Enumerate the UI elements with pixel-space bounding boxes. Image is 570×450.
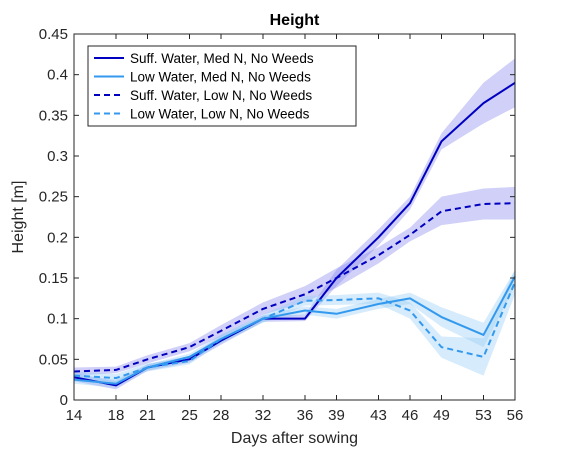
x-tick-label-6: 36 bbox=[297, 407, 314, 424]
x-tick-label-12: 56 bbox=[507, 407, 524, 424]
x-tick-label-2: 21 bbox=[139, 407, 156, 424]
plot-frame bbox=[73, 33, 516, 401]
confidence-band-4 bbox=[74, 269, 515, 383]
confidence-band-3 bbox=[74, 186, 515, 376]
y-tick-label-6: 0.3 bbox=[47, 148, 68, 165]
x-tick-label-0: 14 bbox=[66, 407, 83, 424]
axis-ticks bbox=[73, 33, 516, 401]
y-tick-label-7: 0.35 bbox=[39, 107, 68, 124]
legend-box bbox=[87, 45, 357, 127]
y-tick-label-2: 0.1 bbox=[47, 311, 68, 328]
x-tick-label-8: 43 bbox=[370, 407, 387, 424]
legend-label-3: Suff. Water, Low N, No Weeds bbox=[130, 88, 312, 103]
y-tick-label-3: 0.15 bbox=[39, 270, 68, 287]
series-line-4 bbox=[73, 281, 516, 380]
x-tick-label-10: 49 bbox=[433, 407, 450, 424]
legend-label-2: Low Water, Med N, No Weeds bbox=[130, 70, 311, 85]
x-tick-label-11: 53 bbox=[475, 407, 492, 424]
series-lines bbox=[73, 81, 516, 387]
y-tick-label-5: 0.25 bbox=[39, 189, 68, 206]
legend-entries: Suff. Water, Med N, No Weeds Low Water, M… bbox=[94, 51, 314, 122]
x-tick-label-9: 46 bbox=[402, 407, 419, 424]
legend-label-4: Low Water, Low N, No Weeds bbox=[130, 107, 310, 122]
y-tick-label-0: 0 bbox=[60, 392, 68, 409]
x-tick-label-7: 39 bbox=[328, 407, 345, 424]
y-tick-label-9: 0.45 bbox=[39, 26, 68, 43]
series-line-3 bbox=[73, 202, 516, 373]
x-tick-label-5: 32 bbox=[255, 407, 272, 424]
y-tick-label-8: 0.4 bbox=[47, 67, 68, 84]
y-tick-label-4: 0.2 bbox=[47, 229, 68, 246]
legend-label-1: Suff. Water, Med N, No Weeds bbox=[130, 51, 314, 66]
x-tick-labels: 14 18 21 25 28 32 36 39 43 46 49 53 56 bbox=[66, 407, 524, 424]
y-tick-labels: 0 0.05 0.1 0.15 0.2 0.25 0.3 0.35 0.4 0.45 bbox=[39, 26, 68, 409]
legend: Suff. Water, Med N, No Weeds Low Water, M… bbox=[87, 45, 357, 127]
x-tick-label-1: 18 bbox=[108, 407, 125, 424]
y-axis-label: Height [m] bbox=[10, 181, 27, 254]
x-tick-label-4: 28 bbox=[213, 407, 230, 424]
x-tick-label-3: 25 bbox=[181, 407, 198, 424]
x-axis-label: Days after sowing bbox=[231, 430, 358, 447]
chart-title: Height bbox=[270, 12, 320, 29]
y-tick-label-1: 0.05 bbox=[39, 351, 68, 368]
